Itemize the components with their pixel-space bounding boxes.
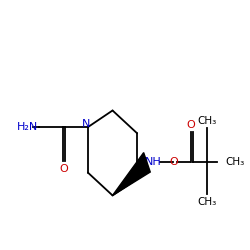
Text: NH: NH xyxy=(145,157,162,167)
Text: O: O xyxy=(187,120,196,130)
Text: CH₃: CH₃ xyxy=(198,197,217,207)
Text: N: N xyxy=(82,119,90,129)
Text: O: O xyxy=(59,164,68,173)
Text: CH₃: CH₃ xyxy=(226,157,245,167)
Text: H₂N: H₂N xyxy=(17,122,38,132)
Polygon shape xyxy=(112,152,150,196)
Text: O: O xyxy=(170,157,178,167)
Text: CH₃: CH₃ xyxy=(198,116,217,126)
